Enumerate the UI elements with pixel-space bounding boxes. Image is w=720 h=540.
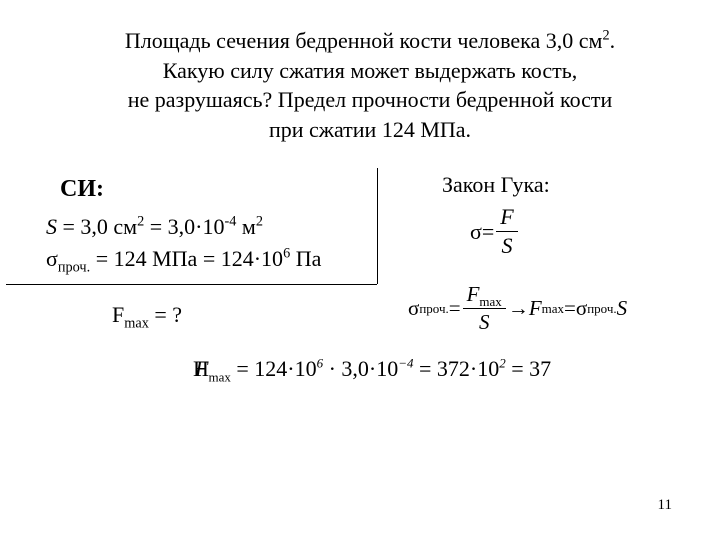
eq3-p3: = 372·10 — [414, 356, 500, 381]
sigma-sub: проч. — [58, 259, 90, 275]
si-sigma-line: σпроч. = 124 МПа = 124·106 Па — [46, 246, 321, 272]
equation-result: Fmax Н = 124·106 · 3,0·10−4 = 372·102 = … — [195, 356, 551, 382]
eq2-num: F — [467, 282, 480, 306]
si-area-unit-exp: 2 — [256, 214, 263, 230]
eq3-overlay: Н — [193, 356, 209, 382]
eq1-eq: = — [482, 219, 494, 245]
eq2-den: S — [463, 308, 506, 335]
problem-line3: не разрушаясь? Предел прочности бедренно… — [128, 87, 613, 112]
var-sigma: σ — [46, 246, 58, 271]
equation-sigma-fs: σ = F S — [470, 204, 520, 259]
eq3-p4: = 37 — [506, 356, 551, 381]
si-area-line: S = 3,0 см2 = 3,0·10-4 м2 — [46, 214, 263, 240]
eq3-p1: = 124·10 — [231, 356, 317, 381]
si-area-eq1: = 3,0 см — [57, 214, 137, 239]
eq2-F: F — [529, 296, 542, 321]
si-area-eq2: = 3,0·10 — [144, 214, 224, 239]
page-number: 11 — [658, 497, 672, 514]
eq2-sigma2: σ — [576, 296, 587, 321]
problem-line4: при сжатии 124 МПа. — [269, 117, 471, 142]
problem-line2: Какую силу сжатия может выдержать кость, — [163, 58, 578, 83]
fmax-question: Fmax = ? — [112, 302, 182, 328]
problem-line1-exp: 2 — [602, 28, 609, 44]
si-sigma-unit: Па — [290, 246, 321, 271]
problem-statement: Площадь сечения бедренной кости человека… — [40, 26, 700, 145]
eq3-F-sub: max — [208, 369, 230, 384]
eq2-eq2: = — [564, 296, 576, 321]
horizontal-divider — [6, 284, 377, 285]
eq3-p2: · 3,0·10 — [323, 356, 398, 381]
fmax-sub: max — [124, 315, 149, 331]
eq2-arrow: → — [508, 296, 529, 321]
vertical-divider — [377, 168, 378, 284]
equation-sigma-fmax: σпроч. = Fmax S → Fmax = σпроч. S — [408, 282, 627, 335]
si-heading: СИ: — [60, 176, 104, 203]
eq2-eq1: = — [449, 296, 461, 321]
eq2-num-sub: max — [479, 294, 501, 309]
eq2-S: S — [617, 296, 628, 321]
fmax-F: F — [112, 302, 124, 327]
si-area-unit: м — [236, 214, 255, 239]
si-area-exp2: -4 — [224, 214, 236, 230]
hooke-heading: Закон Гука: — [442, 172, 550, 198]
var-S: S — [46, 214, 57, 239]
eq3-exp2: −4 — [398, 356, 413, 371]
problem-line1a: Площадь сечения бедренной кости человека… — [125, 28, 603, 53]
si-sigma-eq1: = 124 МПа = 124·10 — [90, 246, 283, 271]
problem-line1b: . — [610, 28, 616, 53]
fmax-rest: = ? — [149, 302, 182, 327]
eq1-den: S — [496, 231, 517, 259]
eq2-sigma: σ — [408, 296, 419, 321]
eq1-num: F — [496, 204, 517, 231]
eq1-sigma: σ — [470, 219, 482, 245]
